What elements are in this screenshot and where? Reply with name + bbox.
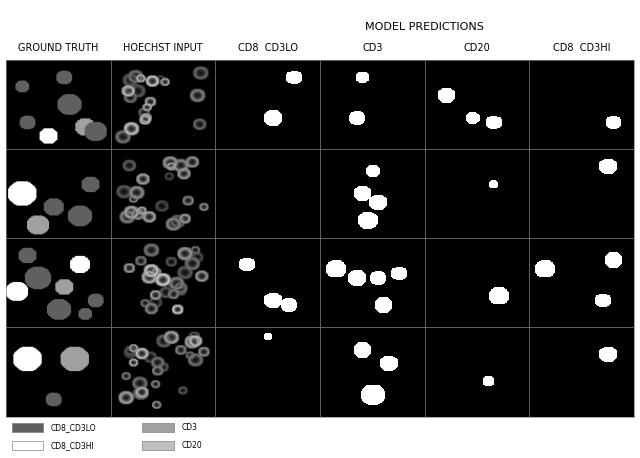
FancyBboxPatch shape bbox=[142, 441, 173, 450]
Text: CD3: CD3 bbox=[182, 423, 198, 432]
Text: CD8_CD3LO: CD8_CD3LO bbox=[51, 423, 97, 432]
Text: CD8  CD3HI: CD8 CD3HI bbox=[552, 43, 610, 53]
Text: HOECHST INPUT: HOECHST INPUT bbox=[124, 43, 203, 53]
Text: CD8_CD3HI: CD8_CD3HI bbox=[51, 442, 95, 450]
FancyBboxPatch shape bbox=[142, 423, 173, 432]
FancyBboxPatch shape bbox=[12, 423, 43, 432]
Text: GROUND TRUTH: GROUND TRUTH bbox=[19, 43, 99, 53]
Text: CD20: CD20 bbox=[463, 43, 490, 53]
FancyBboxPatch shape bbox=[12, 441, 43, 450]
Text: CD3: CD3 bbox=[362, 43, 383, 53]
Text: MODEL PREDICTIONS: MODEL PREDICTIONS bbox=[365, 22, 484, 33]
Text: CD20: CD20 bbox=[182, 442, 202, 450]
Text: CD8  CD3LO: CD8 CD3LO bbox=[237, 43, 298, 53]
